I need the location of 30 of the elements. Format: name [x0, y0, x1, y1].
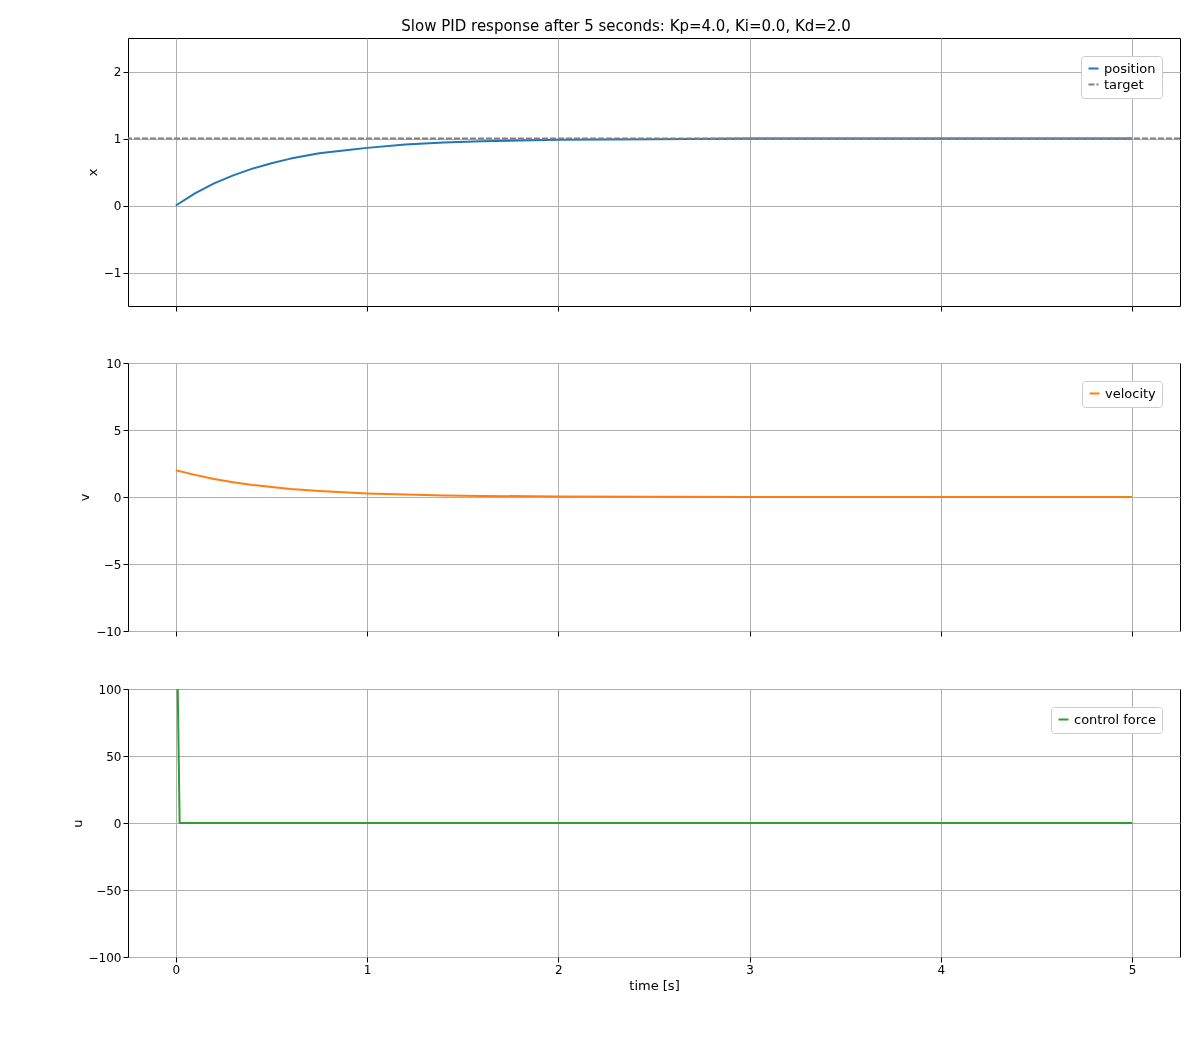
x-tick-label: 3 — [746, 962, 754, 977]
y-tick-label: −10 — [96, 624, 122, 639]
x-tick-label: 2 — [555, 962, 563, 977]
y-tick-label: 10 — [106, 356, 122, 371]
y-tick-label: 0 — [113, 199, 122, 213]
y-axis-title: u — [69, 819, 85, 828]
chart-title: Slow PID response after 5 seconds: Kp=4.0, Ki=0.0, Kd=2.0 — [401, 16, 851, 35]
legend-label: position — [1104, 60, 1156, 76]
legend-label: velocity — [1105, 385, 1157, 401]
legend-label: target — [1104, 76, 1144, 92]
x-tick-label: 1 — [363, 962, 372, 977]
y-tick-label: −5 — [103, 557, 122, 572]
x-tick-label: 4 — [937, 962, 946, 977]
y-tick-label: 0 — [113, 490, 122, 505]
legend-label: control force — [1074, 711, 1156, 727]
y-axis-title: x — [84, 168, 100, 177]
y-tick-label: 50 — [106, 749, 122, 764]
y-tick-label: 5 — [113, 423, 122, 438]
line-series — [174, 469, 1134, 498]
y-tick-label: 2 — [113, 65, 122, 79]
y-axis-title: v — [77, 493, 93, 502]
x-tick-label: 0 — [172, 962, 181, 977]
y-tick-label: 0 — [113, 816, 122, 831]
y-tick-label: −50 — [96, 883, 122, 898]
y-tick-label: 1 — [113, 132, 122, 146]
y-tick-label: −100 — [88, 950, 122, 965]
x-tick-label: 5 — [1128, 962, 1137, 977]
x-axis-title: time [s] — [629, 977, 680, 993]
y-tick-label: 100 — [98, 682, 122, 697]
y-tick-label: −1 — [103, 266, 122, 280]
